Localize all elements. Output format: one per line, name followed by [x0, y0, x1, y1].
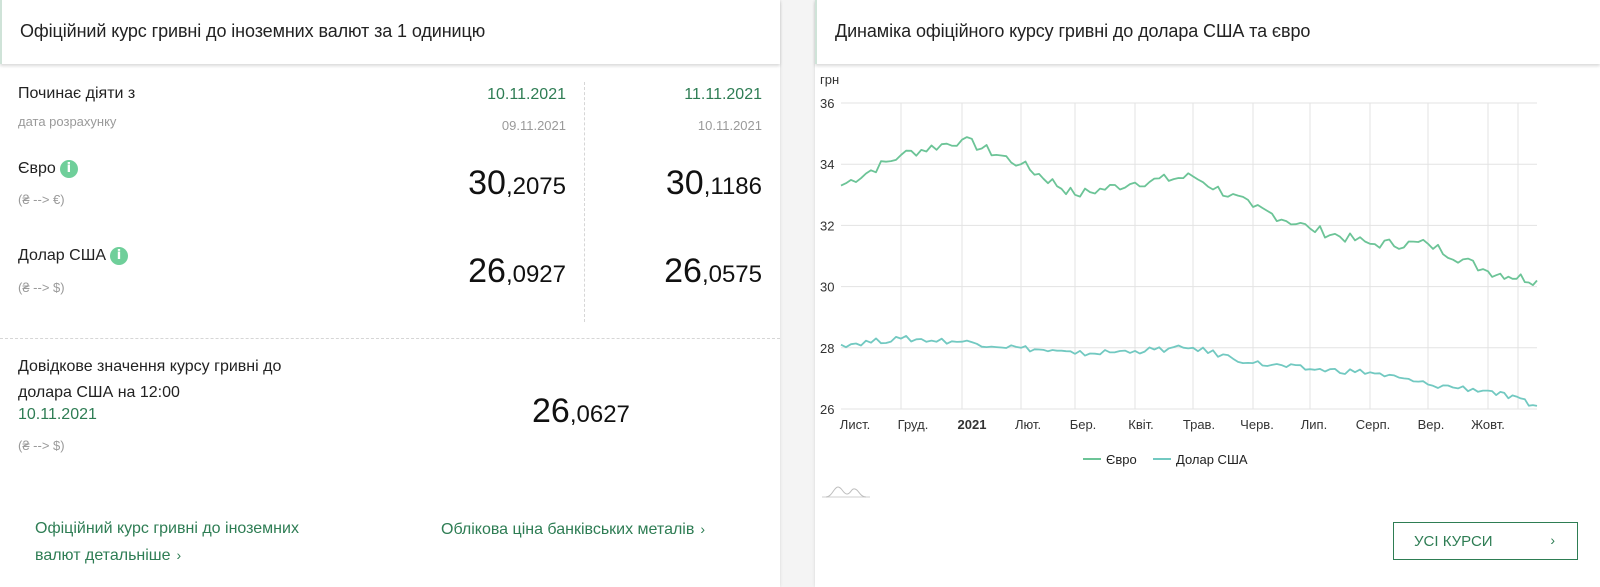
effective-date-col1: 10.11.2021 — [487, 86, 566, 103]
official-rate-title: Офіційний курс гривні до іноземних валют… — [20, 21, 486, 41]
official-rate-card: Офіційний курс гривні до іноземних валют… — [0, 0, 780, 587]
rate-dynamics-header: Динаміка офіційного курсу гривні до дола… — [815, 0, 1600, 64]
svg-text:34: 34 — [820, 157, 834, 172]
reference-date: 10.11.2021 — [18, 406, 97, 423]
svg-text:Лип.: Лип. — [1301, 417, 1327, 432]
info-icon[interactable]: i — [59, 160, 78, 178]
svg-text:Долар США: Долар США — [1176, 452, 1248, 467]
euro-rate-col1: 30,2075 — [468, 164, 566, 202]
official-rate-header: Офіційний курс гривні до іноземних валют… — [0, 0, 780, 64]
svg-text:36: 36 — [820, 96, 834, 111]
mini-chart-navigator-icon[interactable] — [820, 484, 870, 500]
svg-text:Бер.: Бер. — [1070, 417, 1097, 432]
reference-rate: 26,0627 — [532, 392, 630, 430]
svg-text:30: 30 — [820, 280, 834, 295]
svg-text:Вер.: Вер. — [1418, 417, 1445, 432]
calc-date-col2: 10.11.2021 — [697, 118, 762, 133]
rate-dynamics-title: Динаміка офіційного курсу гривні до дола… — [835, 21, 1311, 41]
effective-from-label: Починає діяти з — [18, 85, 136, 102]
info-icon[interactable]: i — [110, 247, 129, 265]
reference-direction: (₴ --> $) — [18, 438, 65, 453]
rate-dynamics-card: Динаміка офіційного курсу гривні до дола… — [815, 0, 1600, 587]
svg-text:Груд.: Груд. — [898, 417, 929, 432]
currency-usd-direction: (₴ --> $) — [18, 280, 65, 295]
euro-rate-col2: 30,1186 — [665, 164, 762, 202]
section-divider — [0, 338, 780, 339]
svg-text:Серп.: Серп. — [1356, 417, 1391, 432]
currency-usd-label: Долар США i — [18, 247, 129, 265]
chevron-right-icon: › — [176, 547, 182, 563]
reference-label: Довідкове значення курсу гривні до долар… — [18, 358, 282, 401]
calc-date-col1: 09.11.2021 — [501, 118, 566, 133]
chevron-right-icon: › — [700, 521, 706, 537]
svg-text:2021: 2021 — [958, 417, 987, 432]
currency-euro-label: Євро i — [18, 160, 78, 178]
currency-euro-direction: (₴ --> €) — [18, 192, 65, 207]
calc-date-label: дата розрахунку — [18, 114, 117, 129]
usd-rate-col1: 26,0927 — [468, 252, 566, 290]
detailed-rates-link[interactable]: Офіційний курс гривні до іноземних валют… — [35, 520, 299, 564]
svg-text:Лист.: Лист. — [840, 417, 870, 432]
svg-text:Євро: Євро — [1106, 452, 1137, 467]
svg-text:грн: грн — [820, 72, 839, 87]
metals-price-link[interactable]: Облікова ціна банківських металів › — [441, 521, 706, 538]
rate-line-chart[interactable]: 26 28 30 32 34 36 грн Лист. Груд. 2021 Лют. Бер. Кві… — [815, 0, 1600, 587]
svg-text:26: 26 — [820, 402, 834, 417]
currency-usd-name: Долар США — [18, 247, 107, 265]
svg-text:Жовт.: Жовт. — [1471, 417, 1505, 432]
svg-text:Черв.: Черв. — [1240, 417, 1274, 432]
svg-text:28: 28 — [820, 341, 834, 356]
svg-text:Трав.: Трав. — [1183, 417, 1215, 432]
currency-euro-name: Євро — [18, 160, 56, 178]
svg-text:32: 32 — [820, 218, 834, 233]
all-rates-button[interactable]: УСІ КУРСИ › — [1393, 522, 1578, 560]
effective-date-col2: 11.11.2021 — [684, 86, 762, 103]
column-divider — [584, 82, 585, 322]
svg-text:Лют.: Лют. — [1015, 417, 1041, 432]
chevron-right-icon: › — [1550, 532, 1555, 548]
usd-rate-col2: 26,0575 — [664, 252, 762, 290]
svg-text:Квіт.: Квіт. — [1128, 417, 1154, 432]
